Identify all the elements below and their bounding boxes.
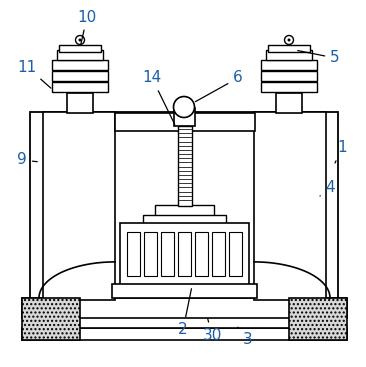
Text: 11: 11 <box>17 59 51 88</box>
Text: 14: 14 <box>142 70 175 124</box>
Bar <box>127 232 140 276</box>
Bar <box>229 232 242 276</box>
Text: 4: 4 <box>320 181 335 196</box>
Bar <box>112 284 257 298</box>
Bar <box>67 93 93 113</box>
Bar <box>22 298 347 318</box>
Bar <box>115 113 255 131</box>
Text: 9: 9 <box>17 153 37 167</box>
Circle shape <box>75 36 85 44</box>
Bar <box>212 232 225 276</box>
Bar <box>52 82 108 92</box>
Bar <box>261 82 317 92</box>
Bar <box>57 50 103 60</box>
Bar <box>144 232 157 276</box>
Text: 2: 2 <box>178 289 191 338</box>
Bar <box>155 205 214 217</box>
Bar <box>289 298 347 340</box>
Bar <box>178 126 192 206</box>
Bar <box>261 60 317 70</box>
Bar <box>43 112 115 300</box>
Bar <box>30 112 338 300</box>
Bar <box>276 93 302 113</box>
Text: 1: 1 <box>335 141 347 163</box>
Bar <box>52 60 108 70</box>
Bar <box>143 215 226 225</box>
Bar <box>266 50 312 60</box>
Text: 30: 30 <box>202 319 222 342</box>
Circle shape <box>78 39 82 41</box>
Bar <box>120 223 249 285</box>
Circle shape <box>284 36 294 44</box>
Bar <box>22 298 80 340</box>
Bar <box>161 232 174 276</box>
Bar <box>22 328 347 340</box>
Bar <box>52 71 108 81</box>
Bar <box>59 45 101 52</box>
Bar <box>174 108 195 126</box>
Text: 5: 5 <box>298 51 340 65</box>
Bar <box>261 71 317 81</box>
Bar <box>178 232 191 276</box>
Text: 3: 3 <box>238 327 253 348</box>
Bar <box>268 45 310 52</box>
Bar <box>68 317 301 328</box>
Bar <box>195 232 208 276</box>
Circle shape <box>288 39 291 41</box>
Text: 10: 10 <box>77 10 97 45</box>
Text: 6: 6 <box>195 70 243 102</box>
Bar <box>254 112 326 300</box>
Circle shape <box>173 97 194 117</box>
